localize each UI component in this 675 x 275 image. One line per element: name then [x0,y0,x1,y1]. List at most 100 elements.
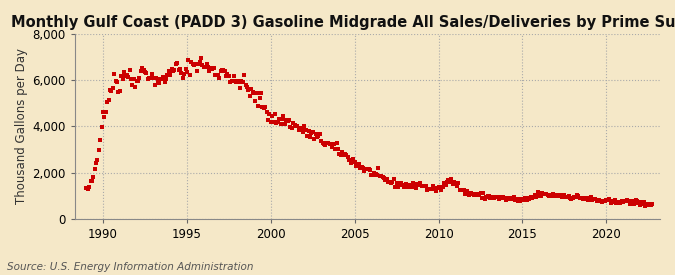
Point [356,164,367,169]
Point [563,194,574,198]
Point [296,126,307,131]
Point [380,178,391,182]
Point [628,199,639,204]
Point [263,117,273,122]
Point [526,195,537,200]
Point [630,198,641,203]
Point [81,185,92,190]
Point [207,67,217,72]
Point [191,69,202,73]
Point [481,194,491,199]
Point [619,199,630,203]
Point [595,198,606,203]
Point [520,196,531,201]
Point [275,122,286,126]
Point [173,68,184,73]
Point [90,161,101,166]
Point [388,177,399,181]
Point [594,198,605,203]
Point [178,75,188,80]
Point [416,184,427,188]
Point [366,173,377,178]
Point [202,65,213,69]
Point [598,199,609,203]
Point [329,147,340,152]
Point [495,195,506,199]
Point [373,166,384,170]
Point [95,138,106,142]
Point [546,194,557,198]
Point [406,185,417,189]
Point [441,180,452,184]
Point [504,196,515,200]
Point [101,110,111,114]
Point [381,177,392,181]
Point [298,130,308,134]
Point [414,183,425,187]
Point [122,73,132,77]
Point [304,134,315,139]
Point [243,88,254,92]
Point [643,202,653,207]
Point [248,91,259,96]
Point [632,199,643,204]
Point [193,62,204,67]
Point [405,184,416,188]
Point [483,194,494,199]
Point [260,105,271,110]
Point [423,187,434,191]
Point [503,196,514,200]
Point [644,202,655,207]
Point [629,202,640,206]
Point [223,74,234,78]
Point [324,142,335,146]
Point [182,70,192,75]
Point [412,182,423,186]
Point [369,171,379,175]
Point [221,73,232,78]
Point [351,164,362,168]
Point [170,62,181,66]
Point [187,62,198,67]
Point [408,181,418,185]
Point [119,70,130,74]
Point [404,183,414,188]
Point [331,141,342,145]
Point [111,80,122,85]
Point [288,121,298,126]
Point [446,177,456,181]
Point [274,117,285,121]
Point [157,76,167,81]
Point [137,66,148,70]
Point [560,194,571,199]
Point [110,79,121,84]
Point [194,60,205,64]
Point [647,202,658,206]
Point [317,141,328,145]
Point [124,67,135,72]
Point [303,129,314,134]
Point [633,201,644,206]
Point [268,120,279,124]
Point [402,185,413,189]
Point [291,123,302,128]
Point [149,83,160,87]
Point [295,126,306,130]
Point [188,63,199,68]
Point [319,142,329,146]
Point [128,76,139,81]
Point [387,180,398,185]
Point [134,75,145,80]
Point [371,172,381,176]
Point [109,72,119,76]
Point [554,192,564,197]
Point [252,90,263,95]
Point [444,180,455,184]
Point [167,69,178,73]
Point [429,186,440,190]
Point [636,199,647,204]
Point [454,187,465,192]
Point [264,112,275,117]
Point [461,189,472,193]
Point [568,196,578,200]
